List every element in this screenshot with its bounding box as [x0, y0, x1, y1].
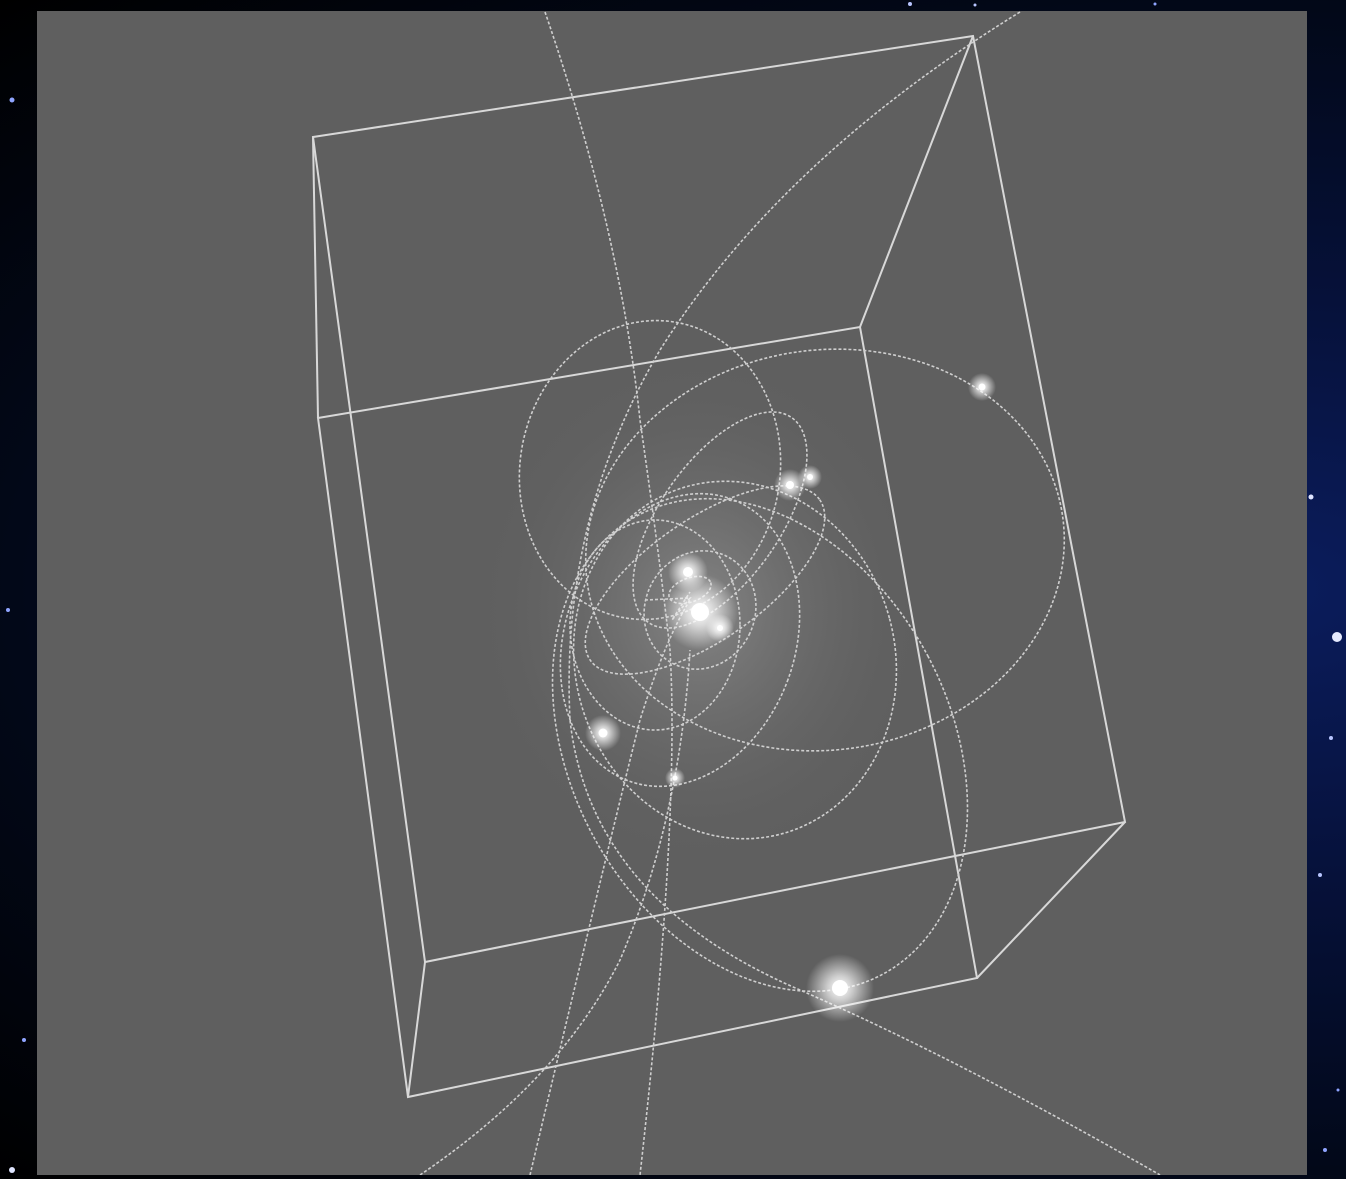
orbit-ellipse — [584, 485, 826, 675]
trajectory-path — [419, 649, 691, 1175]
bounding-cube-wireframe — [311, 34, 1127, 1099]
star-core — [978, 383, 986, 391]
star-core — [717, 625, 723, 631]
star-core — [832, 980, 848, 996]
bg-star — [1332, 632, 1342, 642]
orbits — [518, 319, 1066, 993]
orbit-visualization-panel — [37, 11, 1307, 1175]
bg-star — [1323, 1148, 1327, 1152]
stars — [585, 373, 996, 1022]
bg-star — [973, 3, 977, 7]
bg-star — [1318, 873, 1322, 877]
cube-edge — [976, 821, 1126, 979]
bg-star — [1308, 494, 1314, 500]
orbit-ellipse — [643, 550, 757, 670]
orbit-ellipse — [572, 480, 898, 840]
orbit-ellipse — [584, 348, 1066, 752]
star-core — [786, 481, 794, 489]
bg-star — [908, 2, 912, 6]
bg-star — [9, 97, 15, 103]
orbit-ellipse — [632, 411, 808, 629]
cube-edge — [312, 136, 319, 419]
orbit-ellipse — [551, 497, 969, 993]
star-core — [691, 603, 709, 621]
cube-edge — [859, 35, 974, 328]
bg-star — [9, 1167, 15, 1173]
cube-edge — [407, 961, 426, 1098]
bg-star — [1336, 1088, 1340, 1092]
star-core — [598, 728, 608, 738]
bg-star — [1329, 736, 1333, 740]
orbit-scene — [311, 11, 1161, 1175]
orbit-ellipse — [569, 519, 741, 731]
bg-star — [6, 608, 10, 612]
bg-star — [1153, 2, 1157, 6]
star-core — [807, 474, 813, 480]
orbit-ellipse — [559, 492, 801, 788]
trajectory-path — [544, 11, 673, 1175]
star-core — [683, 567, 693, 577]
star-core — [672, 775, 678, 781]
bg-star — [22, 1038, 26, 1042]
